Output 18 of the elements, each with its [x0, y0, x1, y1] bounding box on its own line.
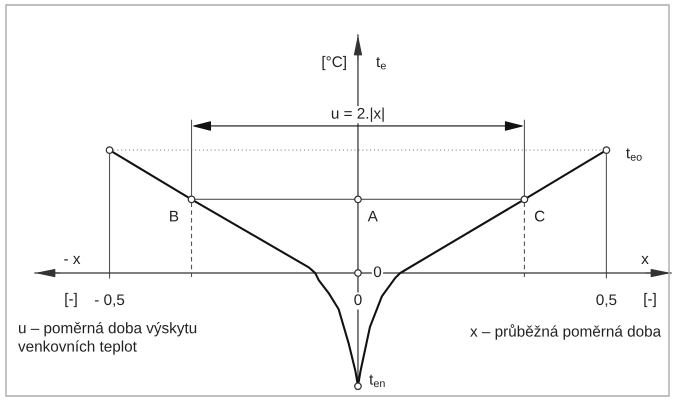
text: [°C] [322, 56, 346, 70]
x-tick-label: 0,5 [596, 294, 616, 307]
annotation: t$_{eo}$ [626, 148, 642, 161]
annotation: - x [64, 256, 80, 264]
annotation: [-] [644, 292, 656, 308]
annotation: t$_{en}$ [369, 374, 385, 388]
annotation: [-] [65, 292, 77, 308]
annotation: 0 [374, 266, 382, 278]
x-axis-title: x [641, 256, 649, 264]
annotation: A [368, 210, 378, 222]
x-tick-label: - 0,5 [94, 294, 124, 307]
annotation: u – poměrná doba výskytu venkovních teplot [18, 322, 196, 355]
annotation: C [534, 210, 545, 222]
annotation: u = 2.|x| [332, 108, 384, 122]
x-tick-label: 0 [354, 294, 362, 306]
text: t$_{e}$ [376, 57, 386, 70]
annotation: x – průběžná poměrná doba [470, 324, 662, 340]
annotation: B [170, 210, 178, 222]
